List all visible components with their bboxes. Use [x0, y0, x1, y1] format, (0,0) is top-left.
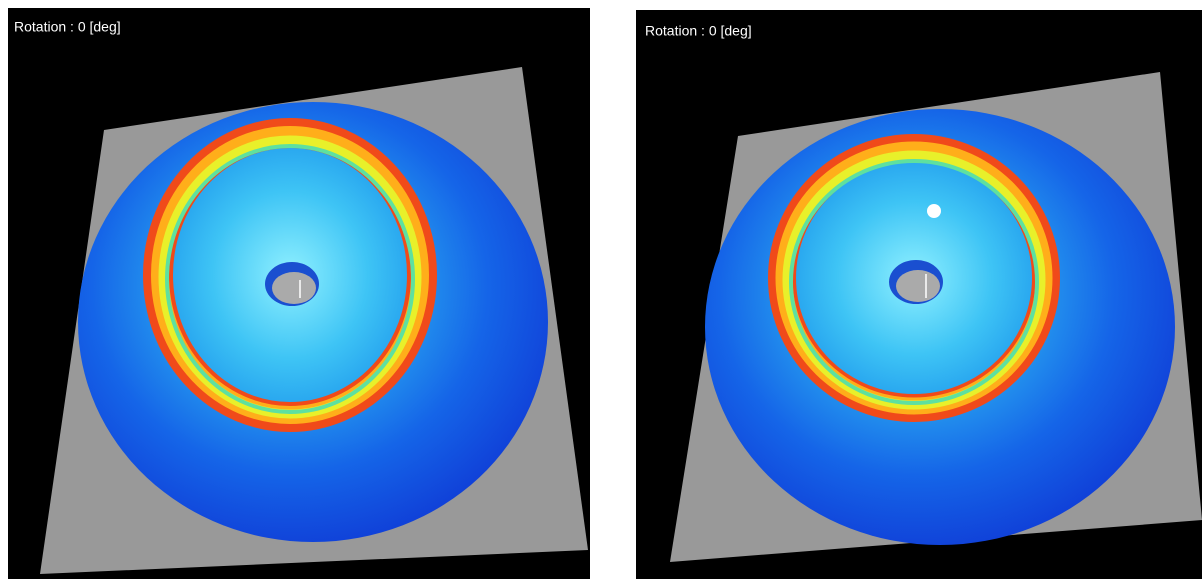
- ring: [789, 159, 1039, 405]
- rotation-label: Rotation : 0 [deg]: [14, 19, 121, 35]
- ring: [165, 144, 415, 414]
- right-view: Rotation : 0 [deg]: [636, 10, 1202, 579]
- hole-floor: [896, 270, 940, 302]
- marker: [927, 204, 941, 218]
- hole-floor: [272, 272, 316, 304]
- rotation-label: Rotation : 0 [deg]: [645, 23, 752, 39]
- left-view: Rotation : 0 [deg]: [8, 8, 590, 579]
